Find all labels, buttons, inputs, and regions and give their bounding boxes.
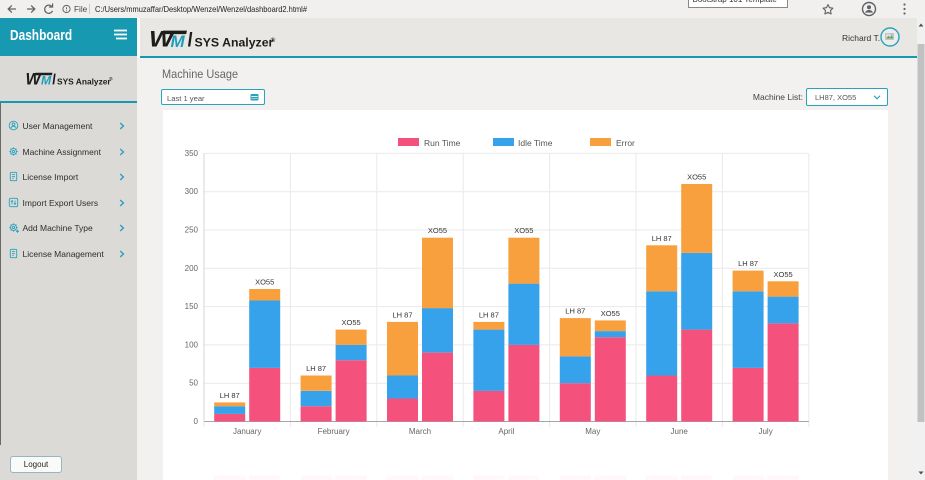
- svg-text:SYS Analyzer: SYS Analyzer: [57, 76, 111, 86]
- svg-text:150: 150: [185, 302, 199, 311]
- svg-text:®: ®: [109, 76, 113, 83]
- svg-text:March: March: [409, 427, 431, 436]
- svg-text:LH 87: LH 87: [479, 310, 499, 319]
- svg-text:Idle Time: Idle Time: [518, 138, 553, 148]
- svg-text:LH 87: LH 87: [738, 259, 758, 268]
- svg-text:50: 50: [189, 379, 198, 388]
- svg-text:February: February: [318, 427, 350, 436]
- svg-text:®: ®: [271, 36, 276, 44]
- svg-text:100: 100: [185, 340, 199, 349]
- svg-text:LH 87: LH 87: [306, 364, 326, 373]
- svg-text:M: M: [41, 74, 52, 87]
- svg-text:C:/Users/mmuzaffar/Desktop/Wen: C:/Users/mmuzaffar/Desktop/Wenzel/Wenzel…: [95, 5, 307, 14]
- svg-text:350: 350: [185, 149, 199, 158]
- svg-text:Run Time: Run Time: [424, 138, 461, 148]
- svg-text:250: 250: [185, 226, 199, 235]
- svg-text:200: 200: [185, 264, 199, 273]
- svg-text:M: M: [171, 32, 186, 51]
- svg-text:LH 87: LH 87: [220, 391, 240, 400]
- svg-text:300: 300: [185, 187, 199, 196]
- svg-text:July: July: [758, 427, 772, 436]
- svg-text:XO55: XO55: [601, 309, 620, 318]
- svg-text:LH 87: LH 87: [392, 310, 412, 319]
- svg-text:SYS Analyzer: SYS Analyzer: [195, 36, 274, 50]
- svg-text:XO55: XO55: [255, 278, 274, 287]
- svg-text:File: File: [74, 5, 88, 14]
- svg-text:XO55: XO55: [687, 173, 706, 182]
- svg-text:XO55: XO55: [774, 270, 793, 279]
- svg-text:LH 87: LH 87: [652, 234, 672, 243]
- svg-text:May: May: [585, 427, 600, 436]
- svg-text:XO55: XO55: [428, 226, 447, 235]
- svg-text:June: June: [671, 427, 689, 436]
- svg-text:Error: Error: [616, 138, 635, 148]
- svg-text:LH 87: LH 87: [565, 307, 585, 316]
- svg-text:April: April: [498, 427, 514, 436]
- svg-text:XO55: XO55: [514, 226, 533, 235]
- svg-text:January: January: [233, 427, 261, 436]
- svg-text:XO55: XO55: [342, 318, 361, 327]
- svg-text:0: 0: [194, 417, 199, 426]
